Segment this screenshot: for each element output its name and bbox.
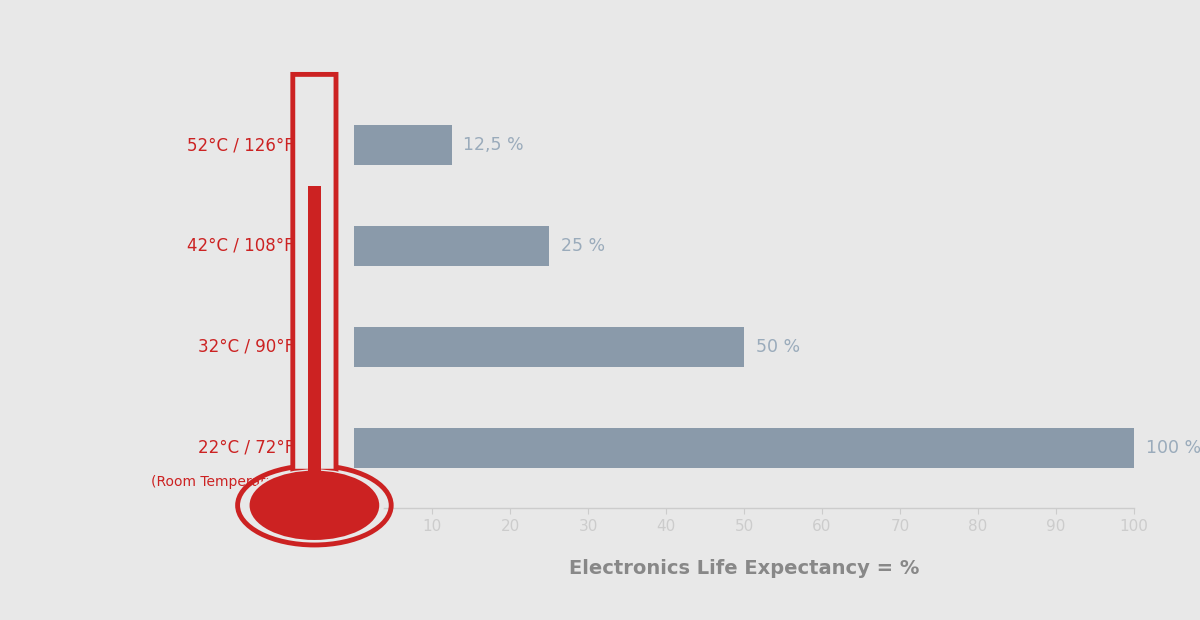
Text: 50 %: 50 % <box>756 338 800 356</box>
Text: 42°C / 108°F: 42°C / 108°F <box>187 237 294 255</box>
Text: (Room Temperature): (Room Temperature) <box>151 475 294 489</box>
Text: 22°C / 72°F: 22°C / 72°F <box>198 439 294 457</box>
Circle shape <box>252 473 377 538</box>
Text: 32°C / 90°F: 32°C / 90°F <box>198 338 294 356</box>
Text: 25 %: 25 % <box>560 237 605 255</box>
Text: 52°C / 126°F: 52°C / 126°F <box>187 136 294 154</box>
Bar <box>354 327 744 367</box>
Bar <box>307 185 322 471</box>
FancyBboxPatch shape <box>293 74 336 471</box>
Text: 100 %: 100 % <box>1146 439 1200 457</box>
Bar <box>354 125 451 166</box>
Circle shape <box>252 473 377 538</box>
Text: 12,5 %: 12,5 % <box>463 136 524 154</box>
Bar <box>354 226 550 266</box>
Circle shape <box>245 469 384 541</box>
Bar <box>354 428 1134 468</box>
X-axis label: Electronics Life Expectancy = %: Electronics Life Expectancy = % <box>569 559 919 578</box>
